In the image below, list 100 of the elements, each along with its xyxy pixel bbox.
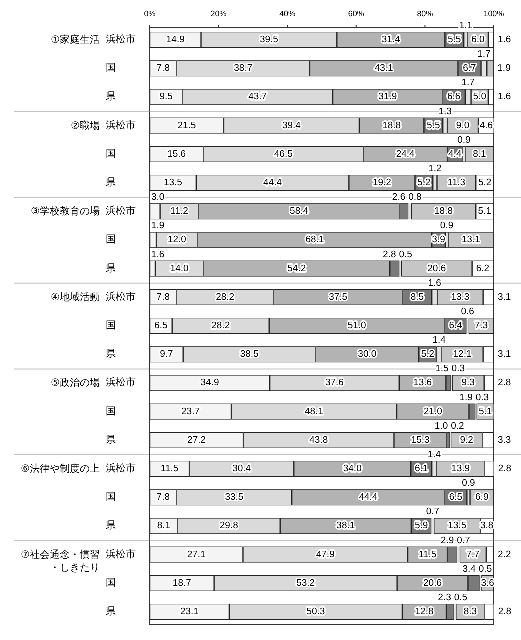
data-label: 39.5 (260, 34, 278, 46)
data-label: 5.5 (427, 120, 440, 132)
data-label: 50.3 (306, 606, 326, 618)
data-label: 19.2 (372, 178, 392, 188)
data-label: 20.6 (424, 578, 442, 589)
data-label: 5.1 (478, 206, 492, 218)
data-label: 39.4 (282, 120, 301, 132)
data-label: 44.4 (264, 178, 282, 188)
y-tick-label: 国 (106, 320, 116, 332)
data-label: 43.1 (374, 63, 394, 74)
text: ⑤政治の場 (51, 376, 100, 389)
data-label: 1.3 (438, 106, 452, 118)
data-label: 14.0 (170, 263, 189, 274)
data-label: 1.4 (432, 335, 446, 346)
data-label: 51.0 (348, 320, 366, 332)
data-label: 3.3 (498, 434, 512, 446)
y-tick-label: 国 (106, 406, 116, 418)
data-label: 9.3 (462, 378, 475, 389)
data-label: 8.1 (473, 148, 486, 160)
data-label: 44.4 (359, 492, 378, 504)
data-label: 1.4 (428, 450, 442, 460)
data-label: 8.5 (410, 292, 424, 303)
data-label: 43.7 (248, 92, 268, 103)
data-label: 37.6 (325, 378, 344, 389)
data-label: 6.2 (476, 263, 490, 274)
data-label: 13.3 (451, 292, 470, 303)
data-label: 1.7 (478, 49, 491, 60)
data-label: 6.7 (463, 63, 476, 74)
data-label: 1.9 (151, 220, 165, 232)
data-label: 3.1 (498, 292, 512, 303)
y-tick-label: 県 (106, 606, 116, 618)
bar (408, 204, 412, 220)
text: ④地域活動 (51, 290, 100, 303)
data-label: 1.9 (498, 63, 511, 74)
y-tick-label: 浜松市 (106, 290, 136, 303)
data-label: 0.2 (451, 420, 464, 432)
text: ①家庭生活 (51, 34, 100, 46)
data-label: 6.1 (414, 464, 428, 474)
data-label: 23.1 (180, 606, 199, 618)
data-label: 0.5 (478, 564, 492, 575)
data-label: 8.1 (157, 520, 171, 532)
data-label: 23.7 (182, 406, 200, 418)
data-label: 1.6 (498, 92, 512, 103)
data-label: 1.6 (151, 249, 165, 260)
x-tick-label: 20% (210, 10, 227, 18)
data-label: 1.7 (462, 78, 475, 89)
y-tick-label: 県 (106, 263, 116, 274)
data-label: 2.8 (383, 249, 396, 260)
data-label: 13.1 (462, 234, 480, 246)
y-tick-label: 国 (106, 63, 116, 74)
y-tick-label: 浜松市 (106, 548, 136, 560)
data-label: 28.2 (212, 320, 230, 332)
data-label: 0.3 (452, 364, 466, 375)
data-label: 33.5 (225, 492, 244, 504)
data-label: 5.2 (421, 349, 435, 360)
y-tick-label: 県 (106, 434, 116, 446)
data-label: 6.5 (449, 492, 463, 504)
data-label: 0.6 (461, 306, 474, 318)
data-label: 11.5 (418, 549, 437, 560)
data-label: 6.9 (476, 492, 489, 504)
data-label: 1.9 (460, 392, 473, 404)
data-label: 68.1 (306, 234, 324, 246)
y-tick-label: 国 (106, 234, 116, 246)
data-label: 3.9 (432, 234, 446, 246)
data-label: 18.7 (172, 578, 192, 589)
data-label: 5.0 (473, 92, 487, 103)
data-label: 30.0 (358, 349, 377, 360)
data-label: 1.0 (434, 420, 448, 432)
data-label: 58.4 (290, 206, 309, 218)
data-label: 3.1 (498, 349, 512, 360)
y-tick-label: 県 (106, 92, 116, 103)
y-tick-label: 浜松市 (106, 205, 136, 218)
data-label: 3.4 (462, 564, 476, 575)
data-label: 5.5 (448, 34, 462, 46)
data-label: 7.8 (156, 492, 170, 504)
y-tick-label: 県 (106, 520, 116, 532)
data-label: 2.9 (440, 535, 454, 546)
data-label: 9.5 (160, 92, 173, 103)
data-label: 21.5 (178, 120, 196, 132)
data-label: 7.8 (156, 63, 170, 74)
data-label: 9.0 (456, 120, 470, 132)
data-label: 6.6 (447, 92, 461, 103)
data-label: 30.4 (232, 464, 252, 474)
bar (432, 518, 434, 534)
data-label: 27.1 (187, 549, 206, 560)
data-label: 1.6 (498, 34, 512, 46)
text: ⑦社会通念・慣習・しきたり (21, 548, 100, 574)
data-label: 3.0 (151, 192, 165, 204)
data-label: 46.5 (274, 148, 293, 160)
y-tick-label: 浜松市 (106, 376, 136, 389)
data-label: 12.1 (453, 349, 472, 360)
data-label: 34.9 (200, 378, 220, 389)
data-label: 9.2 (460, 434, 474, 446)
data-label: 2.2 (498, 549, 512, 560)
data-label: 43.8 (310, 434, 328, 446)
data-label: 0.7 (426, 506, 440, 518)
data-label: 0.9 (462, 478, 476, 490)
data-label: 31.4 (382, 34, 400, 46)
data-label: 5.1 (478, 406, 492, 418)
data-label: 38.7 (234, 63, 253, 74)
